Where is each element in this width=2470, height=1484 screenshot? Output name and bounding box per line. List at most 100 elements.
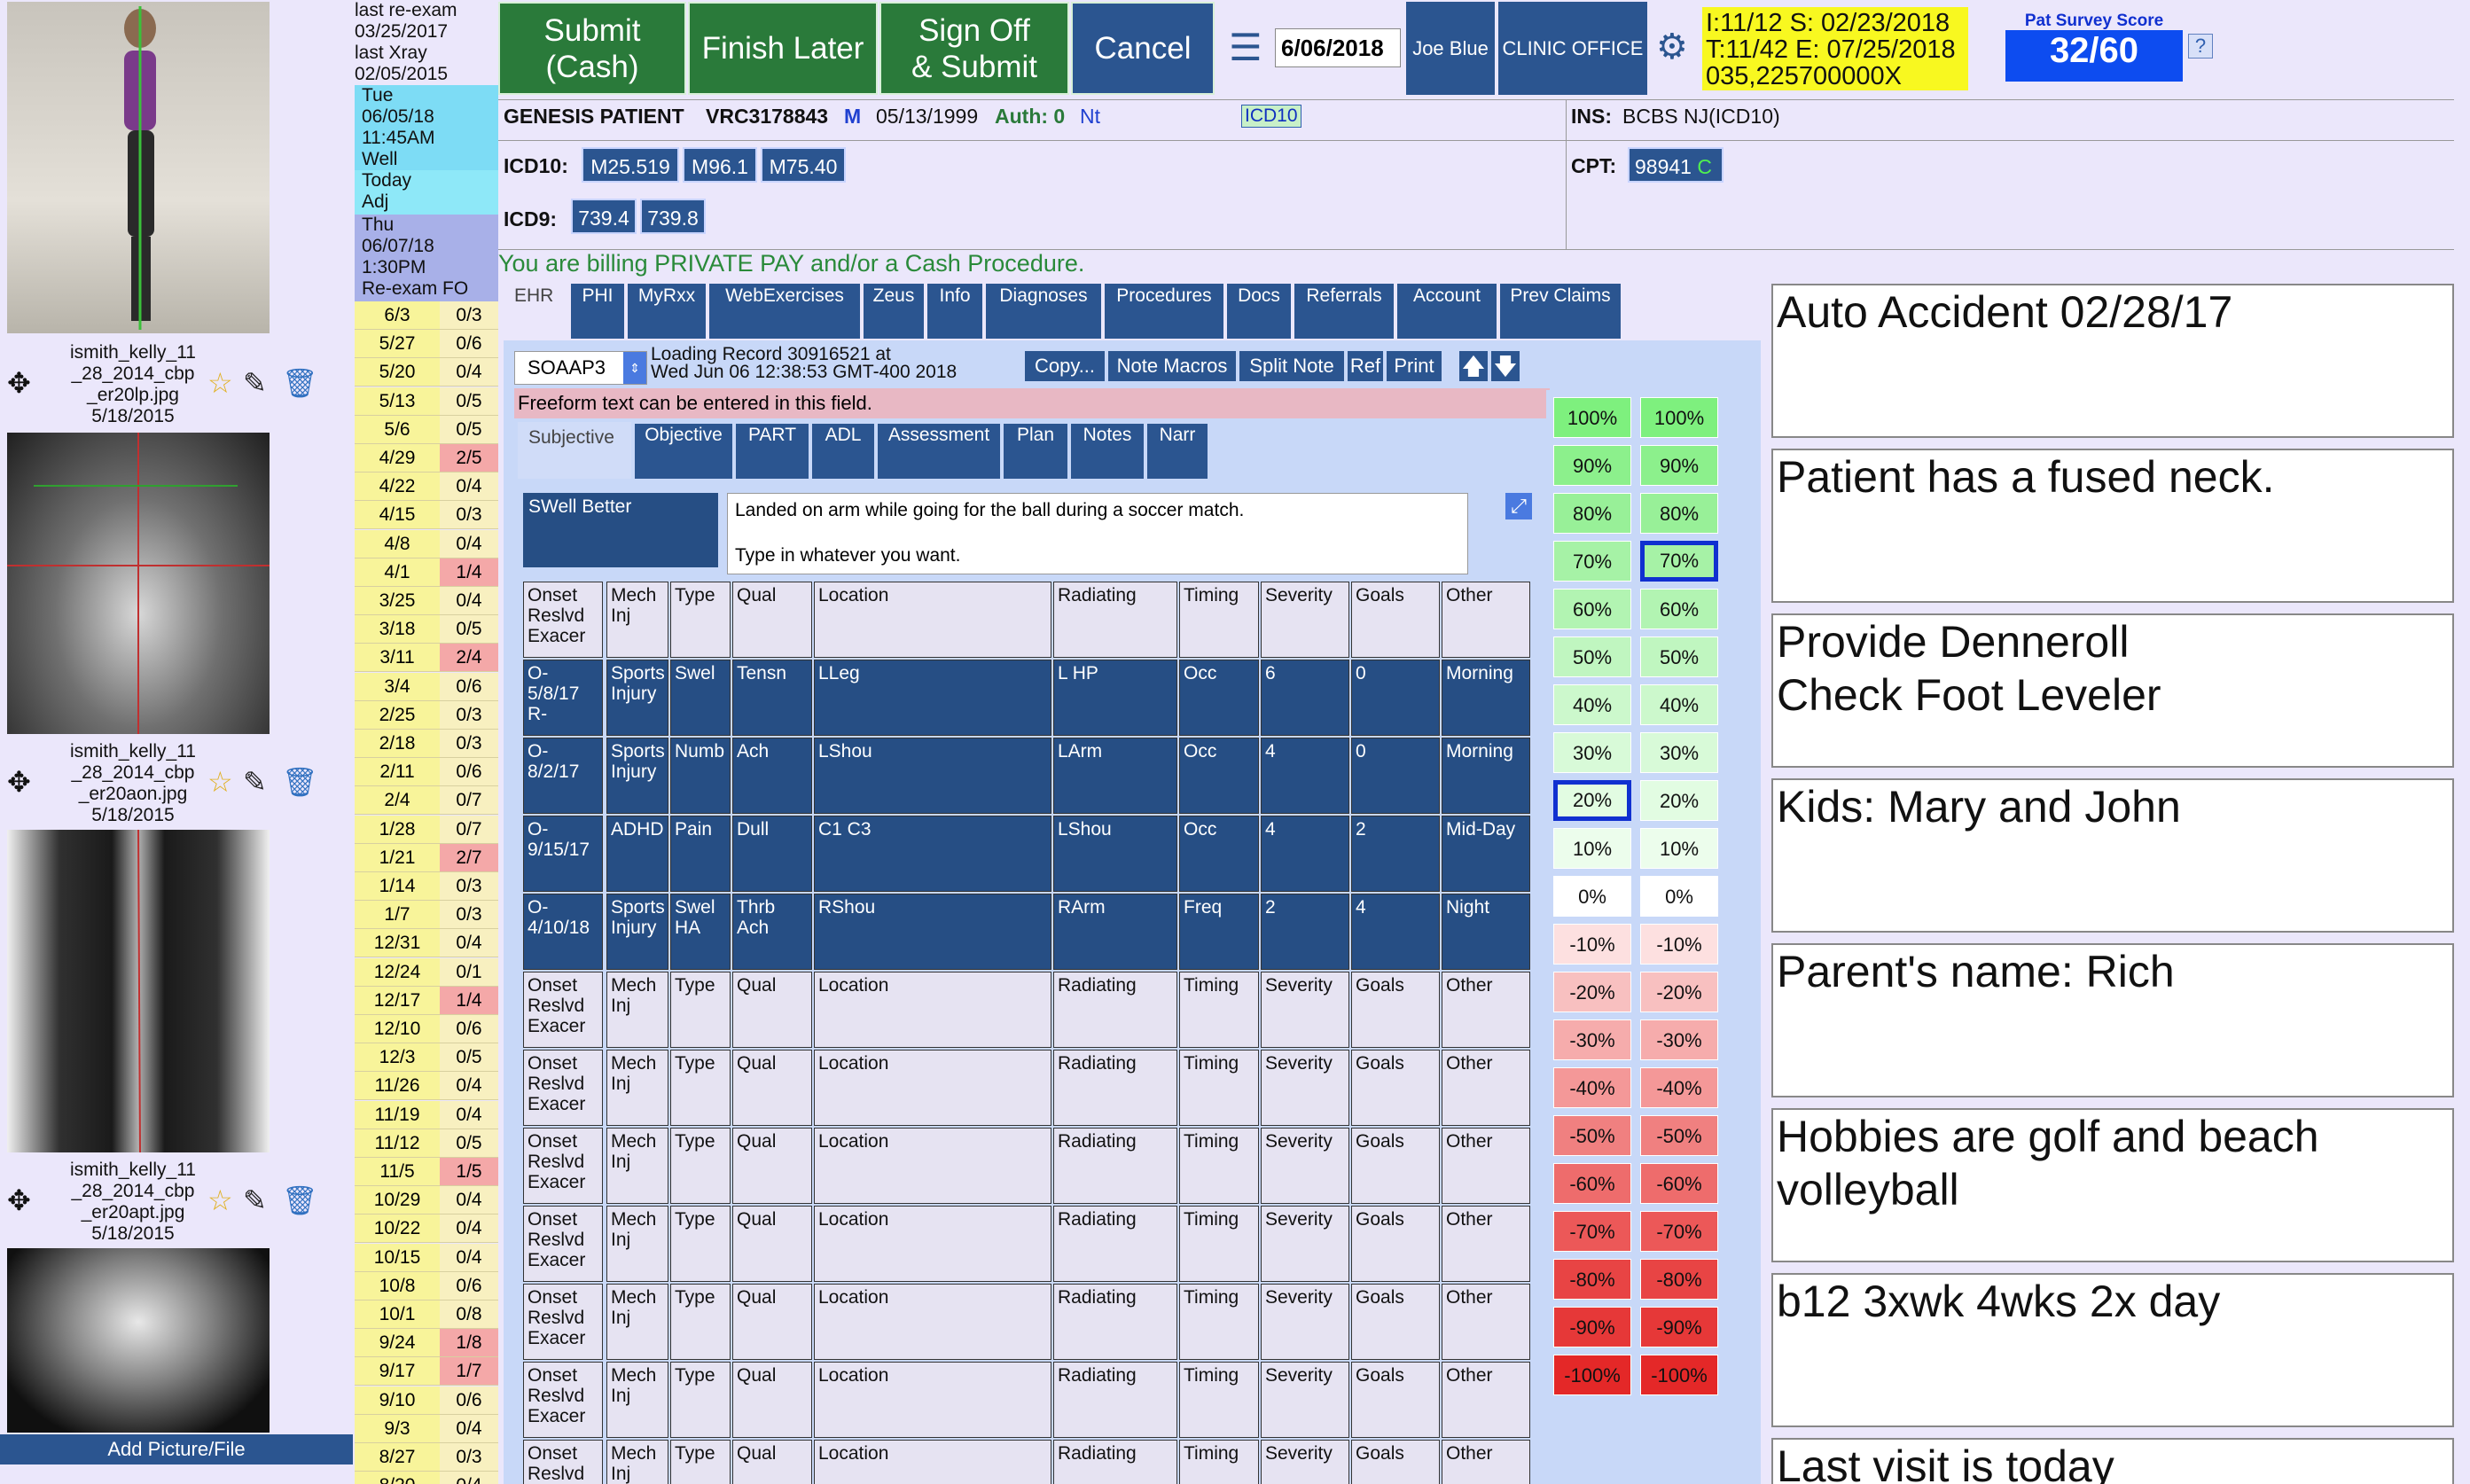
complaint-cell[interactable]: 4 [1261, 738, 1349, 814]
visit-row[interactable]: 4/29 2/5 [355, 444, 498, 473]
trash-icon[interactable]: 🗑 [282, 766, 318, 798]
complaint-cell[interactable]: Severity [1261, 1284, 1349, 1360]
complaint-cell[interactable]: Mech Inj [606, 1128, 668, 1204]
complaint-cell[interactable]: Radiating [1053, 1284, 1177, 1360]
complaint-cell[interactable]: Qual [732, 1284, 812, 1360]
note-box[interactable]: Last visit is today [1771, 1438, 2454, 1484]
visit-row[interactable]: 8/27 0/3 [355, 1443, 498, 1472]
complaint-cell[interactable]: LArm [1053, 738, 1177, 814]
complaint-cell[interactable]: Qual [732, 972, 812, 1048]
move-icon[interactable]: ✥ [7, 367, 31, 399]
visit-row[interactable]: 1/28 0/7 [355, 815, 498, 844]
complaint-cell[interactable]: Goals [1351, 1206, 1440, 1282]
subtab-subjective[interactable]: Subjective [518, 422, 631, 479]
arrow-up-icon[interactable]: 🡅 [1459, 351, 1488, 381]
subtab-narr[interactable]: Narr [1147, 424, 1208, 479]
note-box[interactable]: b12 3xwk 4wks 2x day [1771, 1273, 2454, 1427]
complaint-cell[interactable]: Thrb Ach [732, 894, 812, 970]
complaint-cell[interactable]: O- 9/15/17 [523, 816, 603, 892]
finish-later-button[interactable]: Finish Later [688, 2, 878, 95]
complaint-cell[interactable]: Timing [1179, 582, 1259, 658]
trash-icon[interactable]: 🗑 [282, 367, 318, 399]
complaint-cell[interactable]: 0 [1351, 660, 1440, 736]
icd9-code[interactable]: 739.8 [640, 199, 706, 234]
sign-off-submit-button[interactable]: Sign Off & Submit [879, 2, 1069, 95]
percent-option-right[interactable]: 90% [1640, 445, 1718, 486]
complaint-cell[interactable]: Timing [1179, 972, 1259, 1048]
percent-option-left[interactable]: 70% [1553, 541, 1631, 582]
visit-row[interactable]: 3/4 0/6 [355, 672, 498, 701]
percent-option-left[interactable]: 60% [1553, 589, 1631, 629]
complaint-cell[interactable]: Sports Injury [606, 660, 668, 736]
complaint-cell[interactable]: Mech Inj [606, 1284, 668, 1360]
icd10-badge[interactable]: ICD10 [1241, 105, 1301, 128]
complaint-cell[interactable]: Occ [1179, 738, 1259, 814]
visit-row[interactable]: 10/29 0/4 [355, 1186, 498, 1215]
move-icon[interactable]: ✥ [7, 1184, 31, 1216]
percent-option-right[interactable]: -90% [1640, 1307, 1718, 1347]
help-icon[interactable]: ? [2188, 34, 2213, 59]
visit-row[interactable]: 3/25 0/4 [355, 587, 498, 615]
percent-option-left[interactable]: -70% [1553, 1211, 1631, 1252]
complaint-cell[interactable]: Onset Reslvd Exacer [523, 1206, 603, 1282]
percent-option-right[interactable]: -60% [1640, 1163, 1718, 1204]
complaint-cell[interactable]: Radiating [1053, 972, 1177, 1048]
tab-myrxx[interactable]: MyRxx [628, 284, 706, 339]
complaint-cell[interactable]: Type [670, 1128, 731, 1204]
visit-row[interactable]: 9/3 0/4 [355, 1414, 498, 1443]
complaint-cell[interactable]: Severity [1261, 582, 1349, 658]
complaint-cell[interactable]: Qual [732, 1362, 812, 1438]
complaint-cell[interactable]: Tensn [732, 660, 812, 736]
visit-row[interactable]: 5/20 0/4 [355, 358, 498, 387]
provider-button[interactable]: Joe Blue [1406, 2, 1495, 95]
note-box[interactable]: Kids: Mary and John [1771, 778, 2454, 933]
percent-option-left[interactable]: -30% [1553, 1019, 1631, 1060]
visit-row[interactable]: 10/1 0/8 [355, 1300, 498, 1329]
visit-row[interactable]: 1/7 0/3 [355, 901, 498, 930]
percent-option-left[interactable]: -80% [1553, 1259, 1631, 1300]
complaint-cell[interactable]: Severity [1261, 1128, 1349, 1204]
visit-row[interactable]: 1/21 2/7 [355, 843, 498, 872]
template-select[interactable]: SOAAP3 ⇕ [514, 351, 647, 385]
percent-option-left[interactable]: 0% [1553, 876, 1631, 917]
complaint-cell[interactable]: Location [814, 1284, 1051, 1360]
visit-row[interactable]: 10/8 0/6 [355, 1271, 498, 1300]
subtab-part[interactable]: PART [736, 424, 809, 479]
visit-row[interactable]: 11/12 0/5 [355, 1129, 498, 1158]
complaint-cell[interactable]: O- 5/8/17 R- [523, 660, 603, 736]
visit-row[interactable]: 9/24 1/8 [355, 1329, 498, 1358]
complaint-cell[interactable]: Other [1442, 1284, 1530, 1360]
icd10-code[interactable]: M25.519 [582, 147, 679, 183]
complaint-cell[interactable]: Qual [732, 1128, 812, 1204]
nt-link[interactable]: Nt [1080, 105, 1100, 128]
complaint-cell[interactable]: Location [814, 1050, 1051, 1126]
complaint-cell[interactable]: Swel [670, 660, 731, 736]
percent-option-right[interactable]: -100% [1640, 1355, 1718, 1395]
percent-option-right[interactable]: -20% [1640, 972, 1718, 1012]
complaint-cell[interactable]: Qual [732, 582, 812, 658]
complaint-cell[interactable]: Other [1442, 1362, 1530, 1438]
percent-option-right[interactable]: 50% [1640, 637, 1718, 677]
visit-row[interactable]: 11/26 0/4 [355, 1072, 498, 1101]
xray-thumbnail[interactable] [7, 1248, 270, 1433]
star-icon[interactable]: ☆ [207, 766, 233, 798]
percent-option-right[interactable]: -40% [1640, 1067, 1718, 1108]
complaint-cell[interactable]: Location [814, 1362, 1051, 1438]
tab-ehr[interactable]: EHR [514, 285, 554, 306]
complaint-cell[interactable]: Freq [1179, 894, 1259, 970]
complaint-cell[interactable]: Location [814, 1206, 1051, 1282]
complaint-cell[interactable]: L HP [1053, 660, 1177, 736]
cpt-code[interactable]: 98941 C [1628, 147, 1724, 183]
percent-option-left[interactable]: 100% [1553, 397, 1631, 438]
icd10-code[interactable]: M96.1 [683, 147, 757, 183]
complaint-cell[interactable]: Qual [732, 1440, 812, 1484]
complaint-cell[interactable]: Goals [1351, 1440, 1440, 1484]
survey-score-panel[interactable]: Pat Survey Score 32/60 [2005, 12, 2183, 82]
percent-option-right[interactable]: 40% [1640, 684, 1718, 725]
complaint-cell[interactable]: Goals [1351, 1128, 1440, 1204]
complaint-cell[interactable]: Timing [1179, 1128, 1259, 1204]
complaint-cell[interactable]: Qual [732, 1050, 812, 1126]
complaint-cell[interactable]: Severity [1261, 1206, 1349, 1282]
complaint-cell[interactable]: Severity [1261, 1440, 1349, 1484]
today-appointment[interactable]: Today Adj [355, 170, 498, 215]
